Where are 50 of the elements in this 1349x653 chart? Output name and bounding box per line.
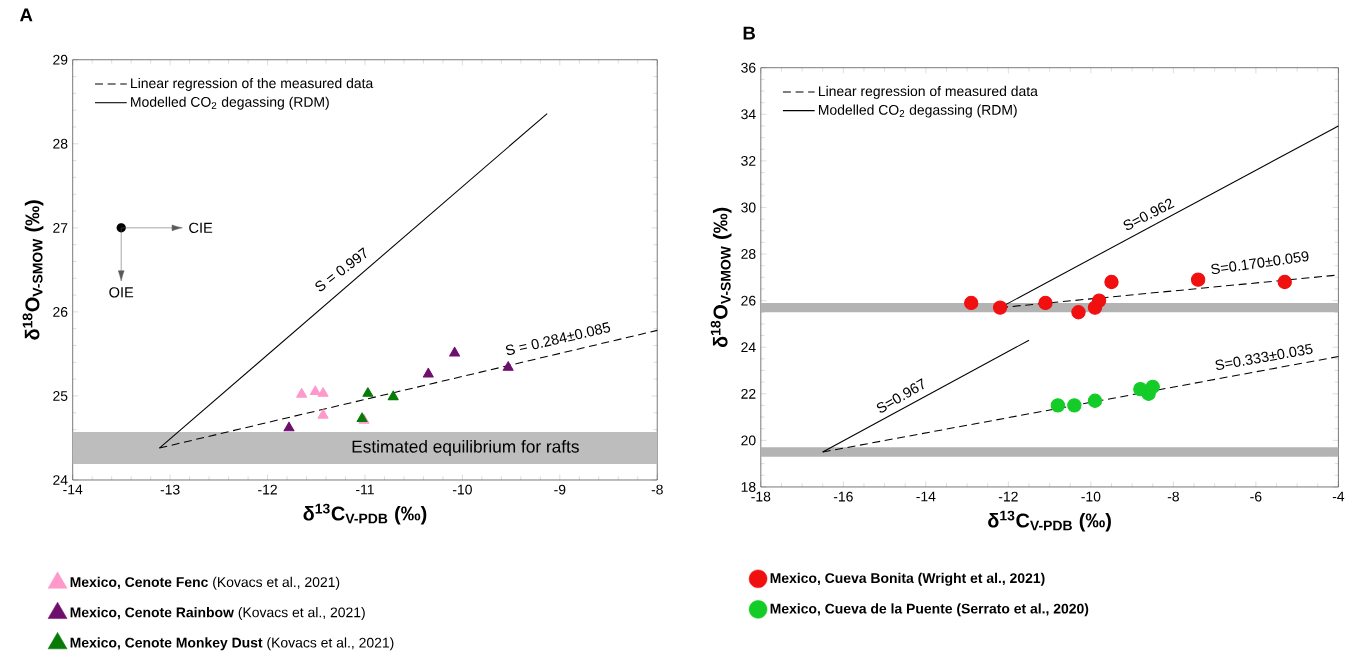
legend-label: Mexico, Cenote Rainbow (Kovacs et al., 2021) <box>70 606 365 620</box>
annotation: CIE <box>189 222 213 233</box>
legend-label: Mexico, Cueva de la Puente (Serrato et al., 2020) <box>770 603 1089 617</box>
legend-label: Linear regression of the measured data <box>131 77 374 91</box>
y-tick-label: 20 <box>741 435 756 446</box>
x-tick-label: -14 <box>916 491 936 502</box>
legend-label: Modelled CO$_{2}$ degassing (RDM) <box>131 96 329 110</box>
x-tick-label: -13 <box>160 484 180 495</box>
y-tick-label: 24 <box>53 475 68 485</box>
x-tick-label: -10 <box>452 484 472 495</box>
x-tick-label: -14 <box>63 484 83 495</box>
y-tick-label: 24 <box>741 342 756 352</box>
y-axis-title: δ$^{18}$O$_{V-SMOW}$ (‰) <box>710 207 732 347</box>
x-tick-label: -9 <box>554 484 566 495</box>
legend-label: Linear regression of measured data <box>818 85 1038 99</box>
annotation: S=0.170±0.059 <box>1211 251 1309 274</box>
y-tick-label: 34 <box>741 109 756 120</box>
chart-title: A <box>19 8 33 22</box>
y-tick-label: 22 <box>741 388 756 399</box>
legend-label: Modelled CO$_{2}$ degassing (RDM) <box>818 104 1017 118</box>
y-tick-label: 30 <box>741 202 756 213</box>
x-tick-label: -11 <box>356 484 374 495</box>
y-tick-label: 27 <box>53 222 68 233</box>
x-axis-title: δ$^{13}$C$_{V-PDB}$ (‰) <box>303 503 427 525</box>
y-tick-label: 28 <box>53 138 68 149</box>
legend-label: Mexico, Cenote Monkey Dust (Kovacs et al., 2021) <box>70 637 394 651</box>
x-tick-label: -16 <box>833 491 853 502</box>
y-axis-title: δ$^{18}$O$_{V-SMOW}$ (‰) <box>22 200 44 340</box>
x-tick-label: -12 <box>258 484 277 495</box>
x-tick-label: -8 <box>651 484 663 495</box>
y-tick-label: 32 <box>741 155 756 166</box>
y-tick-label: 18 <box>741 481 756 492</box>
x-tick-label: -8 <box>1167 491 1179 502</box>
x-tick-label: -18 <box>751 491 771 502</box>
x-axis-title: δ$^{13}$C$_{V-PDB}$ (‰) <box>988 510 1111 532</box>
y-tick-label: 36 <box>741 62 756 73</box>
y-tick-label: 26 <box>53 306 68 317</box>
x-tick-label: -10 <box>1081 491 1101 502</box>
chart-title: B <box>743 26 755 40</box>
legend-label: Mexico, Cenote Fenc (Kovacs et al., 2021) <box>70 576 340 590</box>
band-label: Estimated equilibrium for rafts <box>352 439 579 456</box>
legend-label: Mexico, Cueva Bonita (Wright et al., 2021) <box>770 572 1045 586</box>
x-tick-label: -12 <box>998 491 1018 502</box>
x-tick-label: -4 <box>1332 491 1345 502</box>
y-tick-label: 25 <box>53 390 68 401</box>
y-tick-label: 26 <box>741 295 756 306</box>
x-tick-label: -6 <box>1250 491 1262 502</box>
y-tick-label: 29 <box>53 54 68 65</box>
annotation: OIE <box>109 287 134 298</box>
y-tick-label: 28 <box>741 248 756 259</box>
